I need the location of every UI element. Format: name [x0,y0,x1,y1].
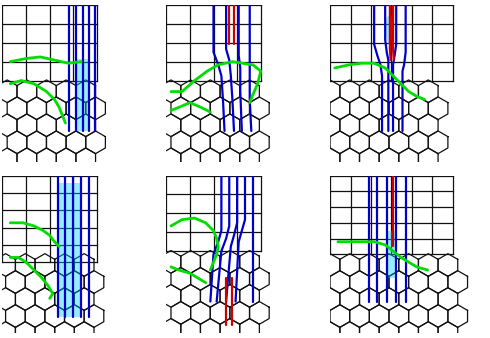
Polygon shape [76,58,89,131]
Polygon shape [387,231,396,278]
Polygon shape [385,15,394,46]
Polygon shape [58,184,81,317]
